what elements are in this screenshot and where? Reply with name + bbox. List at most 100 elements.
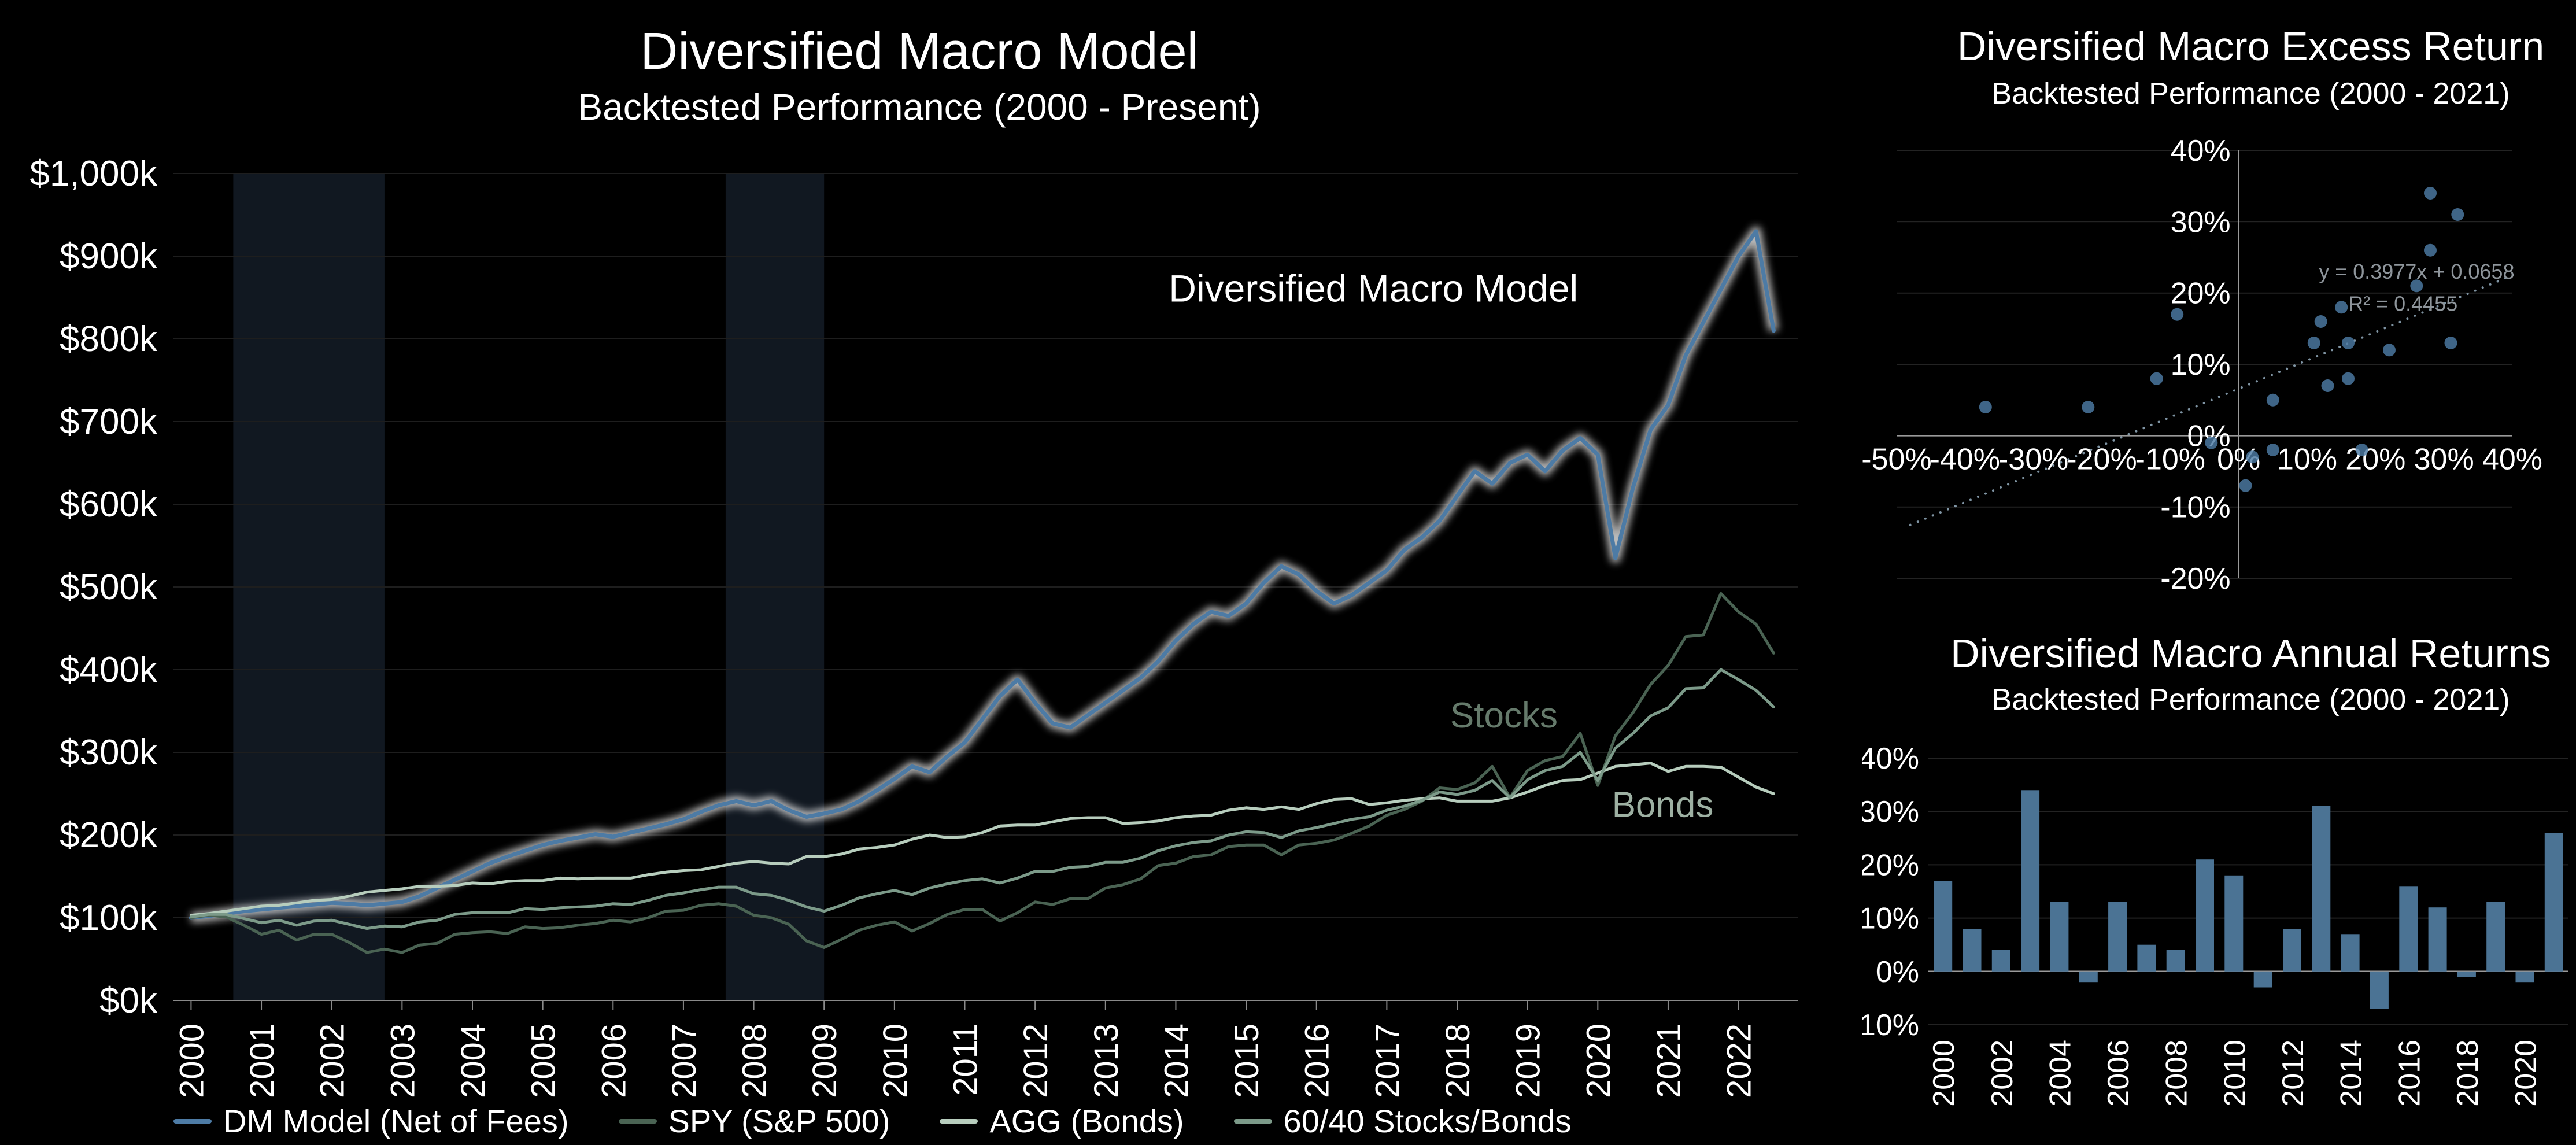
x-tick-label: 2008 — [736, 1024, 774, 1098]
y-tick-label: 10% — [1862, 902, 1919, 936]
chart-annotation: Stocks — [1450, 696, 1558, 736]
x-tick-label: -50% — [1862, 442, 1932, 476]
y-tick-label: -10% — [1862, 1009, 1919, 1042]
scatter-point — [2335, 301, 2348, 314]
bar — [2341, 934, 2360, 972]
scatter-chart-title: Diversified Macro Excess Return — [1957, 24, 2545, 69]
y-tick-label: $400k — [60, 650, 158, 690]
bar — [2370, 971, 2389, 1009]
y-tick-label: $600k — [60, 485, 158, 525]
bar — [2312, 806, 2331, 972]
bar — [2544, 833, 2563, 972]
main-chart-legend: DM Model (Net of Fees) SPY (S&P 500) AGG… — [173, 1102, 1572, 1140]
scatter-point — [2171, 308, 2184, 321]
scatter-point — [2321, 379, 2334, 392]
x-tick-label: 2021 — [1650, 1024, 1688, 1098]
bar-chart-title: Diversified Macro Annual Returns — [1950, 631, 2551, 676]
y-tick-label: 0% — [1876, 955, 1919, 989]
scatter-point — [2424, 243, 2437, 257]
x-tick-label: 2016 — [1299, 1024, 1336, 1098]
bar — [2079, 971, 2098, 983]
y-tick-label: $300k — [60, 733, 158, 773]
scatter-point — [2246, 450, 2259, 464]
series-line-3 — [189, 668, 1775, 930]
x-tick-label: 2019 — [1510, 1024, 1547, 1098]
x-tick-label: 2002 — [1986, 1040, 2019, 1107]
bar — [1991, 950, 2010, 972]
chart-annotation: Diversified Macro Model — [1169, 267, 1578, 310]
x-tick-label: 20% — [2345, 442, 2405, 476]
bar — [2166, 950, 2185, 972]
scatter-point — [2444, 337, 2457, 349]
x-tick-label: 2014 — [1158, 1024, 1195, 1098]
series-line-1 — [189, 592, 1775, 954]
y-tick-label: 20% — [1862, 848, 1919, 882]
legend-swatch-agg — [940, 1118, 978, 1124]
x-tick-label: -40% — [1930, 442, 2000, 476]
scatter-chart-subtitle: Backtested Performance (2000 - 2021) — [1991, 77, 2510, 110]
main-chart-plot: $0k $100k $200k $300k $400k $500k $600k $700k $8… — [29, 154, 1798, 1098]
y-tick-label: 20% — [2171, 277, 2231, 311]
bar — [1963, 929, 1982, 972]
x-tick-label: 2018 — [1439, 1024, 1477, 1098]
bar — [2399, 886, 2418, 972]
scatter-point — [2383, 344, 2396, 357]
scatter-point — [2150, 372, 2163, 385]
y-tick-label: 10% — [2171, 348, 2231, 382]
scatter-point — [2410, 279, 2423, 293]
bar — [2108, 902, 2127, 972]
x-tick-label: 2000 — [1927, 1040, 1961, 1107]
legend-item-spy: SPY (S&P 500) — [618, 1102, 890, 1140]
y-tick-label: $500k — [60, 567, 158, 607]
x-tick-label: 2005 — [525, 1024, 563, 1098]
legend-swatch-dm-model — [173, 1118, 212, 1124]
x-tick-label: 2003 — [384, 1024, 422, 1098]
bar — [2196, 859, 2214, 972]
x-tick-label: 2010 — [877, 1024, 914, 1098]
y-tick-label: $800k — [60, 319, 158, 359]
x-tick-label: 2014 — [2335, 1040, 2368, 1107]
bar — [2515, 971, 2534, 983]
legend-item-agg: AGG (Bonds) — [940, 1102, 1184, 1140]
scatter-point — [2342, 337, 2355, 349]
x-tick-label: 2008 — [2160, 1040, 2194, 1107]
y-tick-label: $100k — [60, 898, 158, 938]
x-tick-label: 40% — [2482, 442, 2542, 476]
y-tick-label: 40% — [2171, 134, 2231, 168]
x-tick-label: 2020 — [2510, 1040, 2543, 1107]
x-tick-label: 2018 — [2451, 1040, 2485, 1107]
x-tick-label: -20% — [2067, 442, 2137, 476]
legend-swatch-spy — [618, 1118, 657, 1124]
x-tick-label: 2006 — [595, 1024, 633, 1098]
x-tick-label: 10% — [2277, 442, 2337, 476]
scatter-point — [2266, 393, 2279, 407]
x-tick-label: 30% — [2414, 442, 2474, 476]
bar-chart-plot: 40% 30% 20% 10% 0% -10%2000 2002 2004 2006 2008 20… — [1862, 742, 2568, 1107]
y-tick-label: $900k — [60, 237, 158, 276]
legend-label-spy: SPY (S&P 500) — [668, 1103, 890, 1139]
bar — [2253, 971, 2272, 988]
chart-annotation: Bonds — [1612, 785, 1714, 825]
x-tick-label: 2015 — [1228, 1024, 1266, 1098]
bar — [2486, 902, 2505, 972]
y-tick-label: 30% — [1862, 795, 1919, 829]
legend-label-dm-model: DM Model (Net of Fees) — [223, 1103, 569, 1139]
x-tick-label: 2017 — [1369, 1024, 1406, 1098]
bar — [1934, 881, 1953, 972]
bar-chart-subtitle: Backtested Performance (2000 - 2021) — [1991, 683, 2510, 716]
series-glow-0 — [190, 226, 1779, 923]
scatter-chart-plot: 40%30%20%10%0%-10%-20%-50%-40%-30%-20%-1… — [1862, 134, 2542, 596]
x-tick-label: 2004 — [454, 1024, 492, 1098]
bar — [2021, 790, 2040, 972]
scatter-point — [2314, 315, 2327, 328]
scatter-point — [1979, 401, 1992, 413]
scatter-point — [2355, 444, 2368, 456]
scatter-point — [2342, 372, 2355, 385]
y-tick-label: $700k — [60, 402, 158, 442]
bar — [2224, 875, 2244, 972]
y-tick-label: $1,000k — [29, 154, 158, 194]
x-tick-label: 2022 — [1721, 1024, 1758, 1098]
x-tick-label: -30% — [1998, 442, 2068, 476]
x-tick-label: 2012 — [2276, 1040, 2310, 1107]
